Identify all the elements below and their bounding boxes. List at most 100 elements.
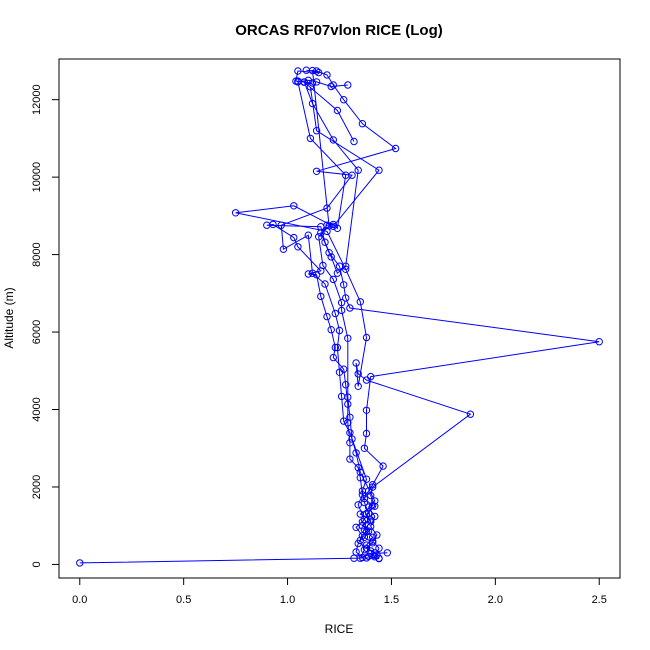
data-point <box>329 275 337 284</box>
data-point <box>331 309 339 318</box>
series-line <box>266 80 388 559</box>
data-point <box>337 306 346 315</box>
data-point <box>348 171 356 179</box>
data-point <box>358 120 367 128</box>
x-tick-label: 2.0 <box>488 594 503 606</box>
data-point <box>294 67 302 75</box>
data-point <box>354 370 362 378</box>
data-point <box>354 382 362 390</box>
data-point <box>329 136 337 144</box>
series-line <box>280 69 397 559</box>
data-point <box>319 261 327 270</box>
x-tick-label: 2.5 <box>592 594 607 606</box>
data-point <box>373 531 381 539</box>
data-point <box>595 338 603 346</box>
data-point <box>362 541 371 549</box>
data-point <box>362 429 371 438</box>
data-point <box>346 455 354 463</box>
data-point <box>321 280 329 288</box>
series-4 <box>277 66 400 562</box>
data-point <box>340 96 348 104</box>
x-axis: 0.0 0.5 1.0 1.5 2.0 2.5 <box>72 577 607 606</box>
data-point <box>323 312 331 321</box>
data-point <box>350 137 358 146</box>
data-point <box>362 333 371 342</box>
y-axis-label: Altitude (m) <box>2 287 16 348</box>
data-point <box>312 127 321 135</box>
x-tick-label: 1.5 <box>384 594 399 606</box>
data-point <box>362 376 371 384</box>
data-point <box>337 298 346 307</box>
y-axis: 0 2000 4000 6000 8000 10000 12000 <box>31 84 60 568</box>
series-line <box>235 86 472 559</box>
x-axis-label: RICE <box>325 622 354 636</box>
data-point <box>369 537 377 545</box>
data-point <box>367 518 375 526</box>
data-point <box>263 221 271 229</box>
data-point <box>354 166 362 174</box>
data-point <box>371 553 379 561</box>
data-point <box>323 71 331 79</box>
data-point <box>344 393 352 401</box>
y-tick-label: 8000 <box>31 242 43 266</box>
series-5 <box>292 66 383 561</box>
y-tick-label: 4000 <box>31 397 43 421</box>
data-point <box>383 549 391 557</box>
data-point <box>356 298 364 306</box>
data-point <box>308 269 317 277</box>
data-point <box>466 410 475 418</box>
data-point <box>308 79 317 87</box>
data-point <box>360 546 369 554</box>
data-point <box>344 81 352 89</box>
data-point <box>304 231 312 239</box>
data-point <box>342 381 350 389</box>
series-layer <box>76 66 603 567</box>
data-point <box>329 222 337 231</box>
x-tick-label: 0.0 <box>72 594 87 606</box>
data-point <box>348 435 356 443</box>
data-point <box>327 253 335 261</box>
data-point <box>315 233 323 241</box>
y-tick-label: 2000 <box>31 475 43 499</box>
y-tick-label: 12000 <box>31 84 43 115</box>
data-point <box>231 209 240 217</box>
data-point <box>371 512 379 521</box>
x-tick-label: 1.0 <box>280 594 295 606</box>
data-point <box>290 202 298 210</box>
data-point <box>290 233 298 242</box>
data-point <box>364 503 373 511</box>
data-point <box>325 222 333 230</box>
data-point <box>352 449 360 457</box>
data-point <box>340 281 348 289</box>
data-point <box>362 406 371 414</box>
data-point <box>354 501 362 509</box>
series-line <box>79 79 600 564</box>
data-point <box>342 294 350 302</box>
data-point <box>358 518 367 526</box>
data-point <box>333 224 342 233</box>
data-point <box>362 528 371 536</box>
data-point <box>360 498 369 507</box>
data-point <box>379 462 387 470</box>
data-point <box>358 487 367 495</box>
data-point <box>312 271 321 279</box>
data-point <box>344 334 352 342</box>
data-point <box>335 326 344 335</box>
y-tick-label: 10000 <box>31 162 43 193</box>
data-point <box>317 292 325 301</box>
data-point <box>371 497 379 505</box>
data-point <box>333 269 342 277</box>
data-point <box>327 326 335 334</box>
data-point <box>331 343 339 352</box>
data-point <box>325 249 333 257</box>
data-point <box>367 522 375 531</box>
data-point <box>342 265 350 273</box>
data-point <box>312 167 321 176</box>
data-point <box>292 77 300 85</box>
data-point <box>375 166 383 174</box>
data-point <box>352 548 360 556</box>
data-point <box>294 243 302 251</box>
data-point <box>321 238 329 246</box>
